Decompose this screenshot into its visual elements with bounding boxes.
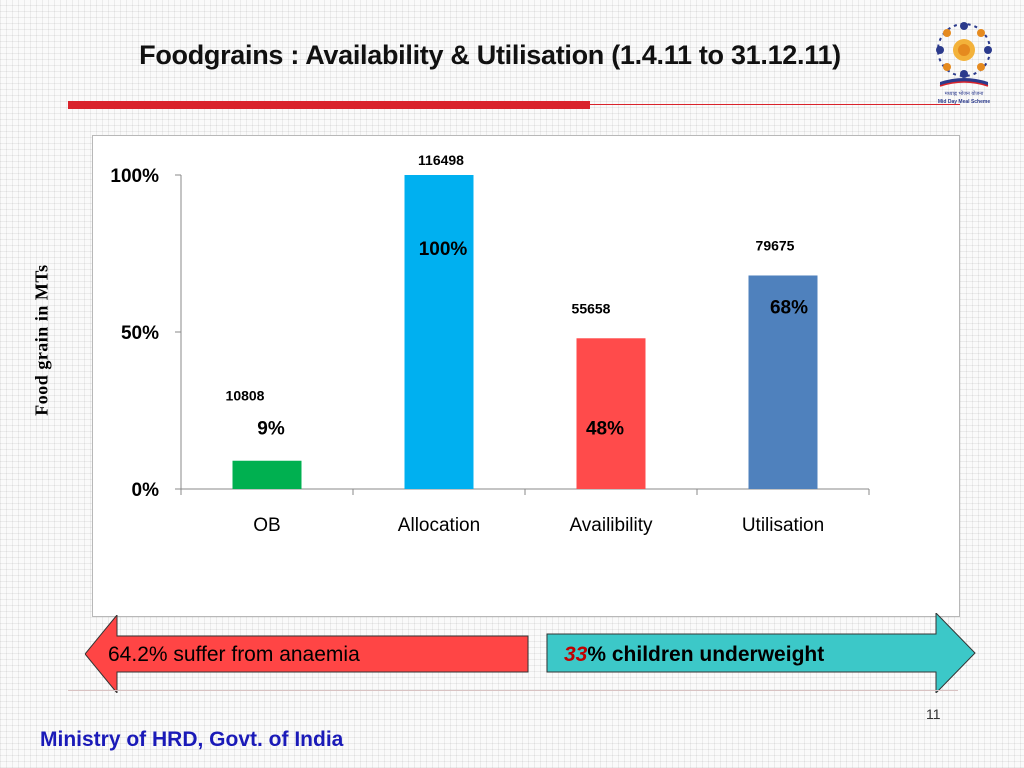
x-tick-label: Availibility — [569, 515, 653, 536]
bar-percent-label: 100% — [419, 239, 468, 260]
underweight-number: 33 — [564, 643, 588, 666]
underweight-callout-text: 33% children underweight — [564, 643, 824, 667]
x-tick-label: Utilisation — [742, 515, 824, 536]
anaemia-callout-arrow — [85, 615, 529, 693]
y-tick-label: 0% — [132, 480, 160, 501]
bar-quantity-label: 55658 — [572, 300, 611, 316]
slide-title: Foodgrains : Availability & Utilisation … — [139, 40, 841, 70]
title-underline — [68, 101, 590, 109]
bar-quantity-label: 79675 — [756, 237, 795, 253]
y-tick-label: 100% — [110, 166, 159, 187]
x-tick-label: OB — [253, 515, 280, 536]
x-tick-label: Allocation — [398, 515, 480, 536]
ministry-footer: Ministry of HRD, Govt. of India — [40, 728, 344, 751]
anaemia-arrow-shape — [85, 615, 529, 693]
footer-divider — [68, 690, 958, 691]
bar-quantity-label: 116498 — [418, 152, 464, 168]
y-tick-label: 50% — [121, 323, 159, 344]
logo-text-english: Mid Day Meal Scheme — [938, 99, 990, 105]
mid-day-meal-logo: मध्याह्न भोजन योजना Mid Day Meal Scheme — [936, 22, 992, 105]
bar-ob — [232, 460, 302, 489]
bar-allocation — [404, 175, 474, 489]
bar-percent-label: 68% — [770, 297, 808, 318]
underweight-text: % children underweight — [587, 643, 825, 666]
page-number: 11 — [926, 706, 941, 722]
underweight-arrow-shape — [546, 613, 976, 693]
anaemia-callout-text: 64.2% suffer from anaemia — [108, 643, 360, 666]
bar-quantity-label: 10808 — [226, 388, 265, 404]
bar-availibility — [576, 338, 646, 489]
underweight-callout-arrow — [546, 613, 976, 693]
bar-percent-label: 48% — [586, 418, 624, 439]
bar-utilisation — [748, 275, 818, 489]
title-underline-thin — [590, 104, 960, 105]
logo-text-hindi: मध्याह्न भोजन योजना — [945, 90, 984, 97]
bar-percent-label: 9% — [257, 419, 285, 440]
